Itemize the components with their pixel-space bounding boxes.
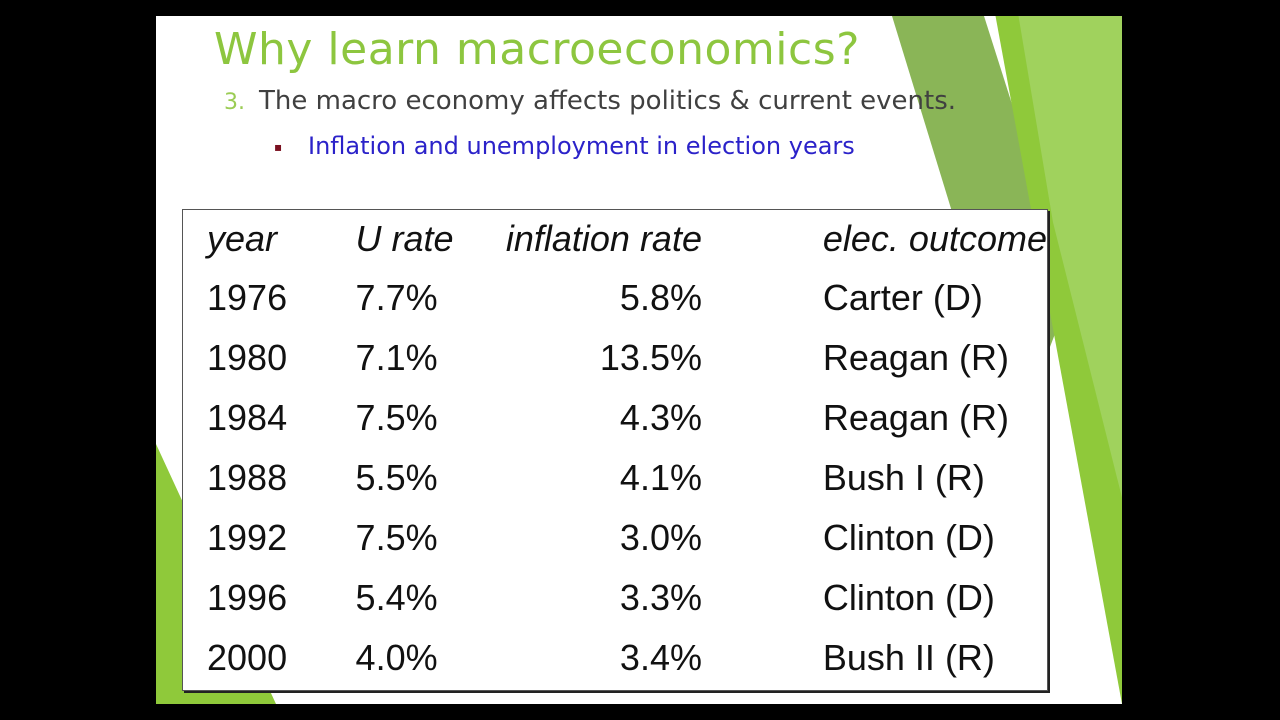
cell-inflation-rate: 3.3% xyxy=(619,577,702,618)
cell-u-rate: 7.7% xyxy=(355,277,438,318)
table-row: 2000 4.0% 3.4% Bush II (R) xyxy=(183,628,1047,688)
cell-year: 1988 xyxy=(207,457,288,498)
column-header-u-rate: U rate xyxy=(355,218,454,259)
cell-u-rate: 4.0% xyxy=(355,637,438,678)
sub-bullet: ▪ Inflation and unemployment in election … xyxy=(274,132,855,160)
cell-election-outcome: Carter (D) xyxy=(822,277,983,318)
table-row: 1984 7.5% 4.3% Reagan (R) xyxy=(183,388,1047,448)
cell-election-outcome: Clinton (D) xyxy=(822,517,995,558)
cell-inflation-rate: 3.4% xyxy=(619,637,702,678)
table-row: 1992 7.5% 3.0% Clinton (D) xyxy=(183,508,1047,568)
cell-year: 1996 xyxy=(207,577,288,618)
cell-u-rate: 5.5% xyxy=(355,457,438,498)
cell-inflation-rate: 5.8% xyxy=(619,277,702,318)
data-table: year U rate inflation rate elec. outcome… xyxy=(183,210,1047,688)
cell-year: 1976 xyxy=(207,277,288,318)
cell-year: 1984 xyxy=(207,397,288,438)
slide-title: Why learn macroeconomics? xyxy=(214,24,860,75)
table-row: 1976 7.7% 5.8% Carter (D) xyxy=(183,268,1047,328)
table-header-row: year U rate inflation rate elec. outcome xyxy=(183,210,1047,268)
cell-u-rate: 7.1% xyxy=(355,337,438,378)
cell-election-outcome: Clinton (D) xyxy=(822,577,995,618)
cell-election-outcome: Bush I (R) xyxy=(822,457,985,498)
table-row: 1980 7.1% 13.5% Reagan (R) xyxy=(183,328,1047,388)
column-header-election-outcome: elec. outcome xyxy=(822,218,1047,259)
election-data-table: year U rate inflation rate elec. outcome… xyxy=(182,209,1048,691)
cell-u-rate: 7.5% xyxy=(355,517,438,558)
cell-inflation-rate: 4.1% xyxy=(619,457,702,498)
cell-election-outcome: Reagan (R) xyxy=(822,337,1009,378)
cell-u-rate: 5.4% xyxy=(355,577,438,618)
point-text: The macro economy affects politics & cur… xyxy=(259,86,957,116)
table-row: 1988 5.5% 4.1% Bush I (R) xyxy=(183,448,1047,508)
cell-election-outcome: Reagan (R) xyxy=(822,397,1009,438)
cell-inflation-rate: 13.5% xyxy=(599,337,702,378)
cell-inflation-rate: 4.3% xyxy=(619,397,702,438)
cell-year: 1980 xyxy=(207,337,288,378)
cell-u-rate: 7.5% xyxy=(355,397,438,438)
column-header-year: year xyxy=(207,218,278,259)
cell-year: 2000 xyxy=(207,637,288,678)
cell-inflation-rate: 3.0% xyxy=(619,517,702,558)
cell-election-outcome: Bush II (R) xyxy=(822,637,995,678)
cell-year: 1992 xyxy=(207,517,288,558)
sub-bullet-text: Inflation and unemployment in election y… xyxy=(308,132,855,160)
square-bullet-icon: ▪ xyxy=(274,140,283,154)
point-number: 3. xyxy=(224,90,245,115)
numbered-point: 3. The macro economy affects politics & c… xyxy=(224,86,956,116)
table-row: 1996 5.4% 3.3% Clinton (D) xyxy=(183,568,1047,628)
column-header-inflation-rate: inflation rate xyxy=(505,218,702,259)
slide: Why learn macroeconomics? 3. The macro ec… xyxy=(156,16,1122,704)
